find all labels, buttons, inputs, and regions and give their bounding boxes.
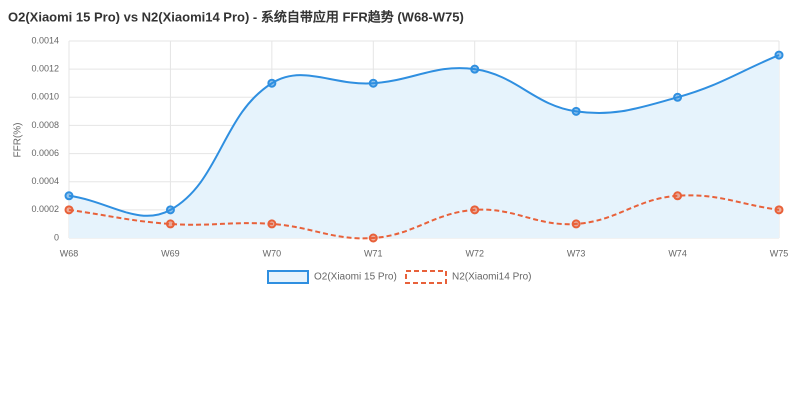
point xyxy=(571,106,581,116)
y-tick-label: 0.0012 xyxy=(31,64,59,74)
point xyxy=(267,78,277,88)
y-tick-label: 0.0014 xyxy=(31,35,59,45)
point xyxy=(165,205,175,215)
point xyxy=(368,78,378,88)
point xyxy=(165,219,175,229)
x-tick-label: W70 xyxy=(263,248,282,258)
y-axis-title: FFR(%) xyxy=(13,123,24,158)
point xyxy=(774,205,784,215)
point xyxy=(673,92,683,102)
x-tick-label: W74 xyxy=(668,248,687,258)
point xyxy=(470,205,480,215)
x-tick-label: W71 xyxy=(364,248,383,258)
legend-label: N2(Xiaomi14 Pro) xyxy=(452,272,531,283)
point xyxy=(774,50,784,60)
legend-swatch xyxy=(405,270,447,284)
y-tick-label: 0.0004 xyxy=(31,176,59,186)
legend-label: O2(Xiaomi 15 Pro) xyxy=(314,272,397,283)
area xyxy=(69,55,779,239)
x-tick-label: W75 xyxy=(770,248,789,258)
point xyxy=(368,233,378,243)
point xyxy=(267,219,277,229)
y-tick-label: 0.0006 xyxy=(31,148,59,158)
point xyxy=(64,205,74,215)
line xyxy=(68,194,780,240)
y-tick-label: 0.0008 xyxy=(31,120,59,130)
point xyxy=(673,191,683,201)
y-tick-label: 0.0002 xyxy=(31,204,59,214)
point xyxy=(571,219,581,229)
y-tick-label: 0.0010 xyxy=(31,92,59,102)
y-tick-label: 0 xyxy=(54,232,59,242)
x-tick-label: W68 xyxy=(60,248,79,258)
legend-swatch xyxy=(267,270,309,284)
line xyxy=(68,54,780,217)
x-tick-label: W73 xyxy=(567,248,586,258)
point xyxy=(470,64,480,74)
point xyxy=(64,191,74,201)
chart-title: O2(Xiaomi 15 Pro) vs N2(Xiaomi14 Pro) - … xyxy=(8,9,464,24)
x-tick-label: W69 xyxy=(161,248,180,258)
x-tick-label: W72 xyxy=(465,248,484,258)
